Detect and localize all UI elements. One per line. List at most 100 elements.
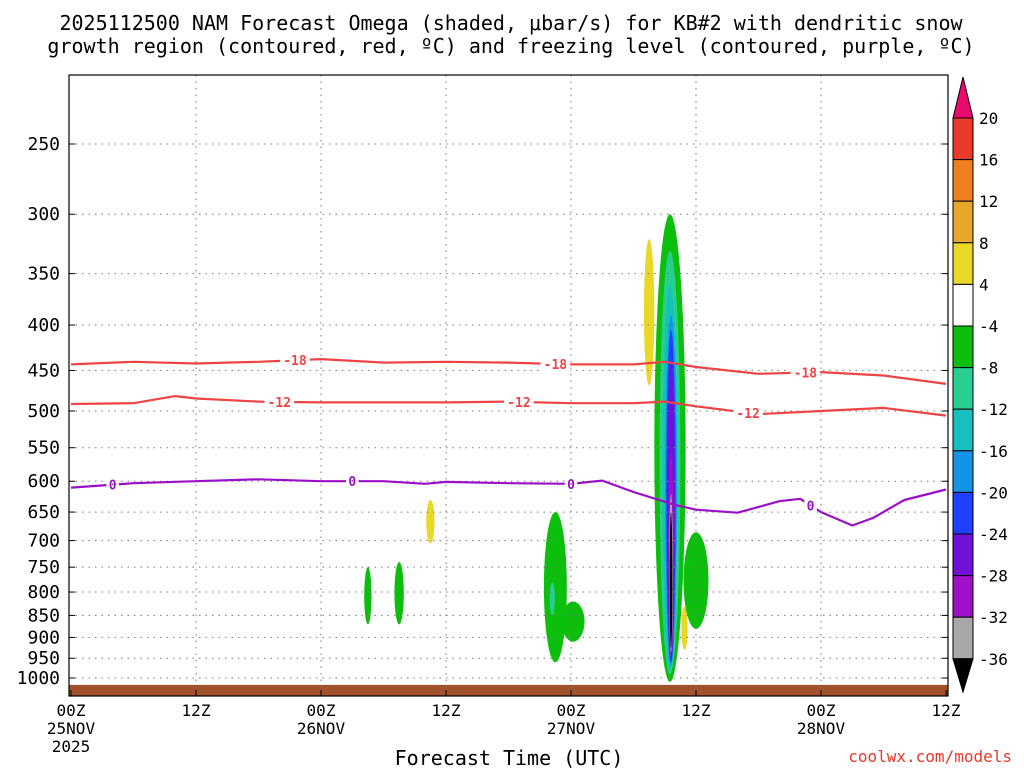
contour-label-bg-2-0 xyxy=(106,477,119,492)
colorbar-label-2: 12 xyxy=(979,192,998,211)
colorbar-segment-11 xyxy=(952,533,974,577)
contour-label-0-2: -18 xyxy=(794,367,818,382)
colorbar-segment-8 xyxy=(952,408,974,452)
colorbar-segment-9 xyxy=(952,450,974,493)
y-tick-label-5: 500 xyxy=(27,401,60,422)
terrain-layer xyxy=(69,684,948,696)
x-tick-label-0: 00Z xyxy=(57,701,86,720)
x-tick-label-4: 00Z xyxy=(557,701,586,720)
colorbar-top-arrow xyxy=(952,76,974,119)
contour-label-1-0: -12 xyxy=(268,396,291,411)
x-tick-date-6: 28NOV xyxy=(797,719,846,738)
contour-label-bg-0-1 xyxy=(540,356,571,371)
colorbar-segment-1 xyxy=(952,117,974,161)
y-tick-label-4: 450 xyxy=(27,360,60,381)
y-tick-label-7: 600 xyxy=(27,471,60,492)
y-tick-label-9: 700 xyxy=(27,531,60,552)
y-tick-label-14: 950 xyxy=(27,648,60,669)
colorbar-bottom-arrow xyxy=(952,658,974,694)
contour-layer: -18 -18 -18 -12 -12 -12 0 0 0 0 xyxy=(70,353,947,527)
chart-title-line-2: growth region (contoured, red, ºC) and f… xyxy=(47,34,974,58)
x-tick-label-2: 00Z xyxy=(307,701,336,720)
y-tick-label-1: 300 xyxy=(27,204,60,225)
y-tick-label-11: 800 xyxy=(27,582,60,603)
omega-region-11 xyxy=(669,512,673,648)
contour-line-0 xyxy=(70,358,947,385)
colorbar-segment-13 xyxy=(952,616,974,660)
colorbar-segment-4 xyxy=(952,242,974,285)
colorbar-label-8: -16 xyxy=(979,442,1008,461)
y-tick-label-2: 350 xyxy=(27,264,60,285)
colorbar-segment-2 xyxy=(952,159,974,202)
omega-colorbar: 20 16 12 8 4 -4 -8 -12 -16 -20 -24 -28 -32 -36 xyxy=(952,76,1008,694)
contour-label-bg-2-1 xyxy=(346,474,359,489)
omega-region-0 xyxy=(643,239,655,386)
x-tick-label-6: 00Z xyxy=(807,701,836,720)
contour-label-bg-1-2 xyxy=(733,405,763,420)
contour-label-2-3: 0 xyxy=(807,499,815,514)
x-tick-label-5: 12Z xyxy=(682,701,711,720)
contour-label-1-1: -12 xyxy=(507,396,530,411)
y-tick-label-8: 650 xyxy=(27,502,60,523)
omega-shading-layer xyxy=(364,214,709,682)
contour-label-2-2: 0 xyxy=(567,478,575,493)
chart-title-line-1: 2025112500 NAM Forecast Omega (shaded, μ… xyxy=(59,11,963,35)
x-tick-label-7: 12Z xyxy=(932,701,961,720)
colorbar-label-6: -8 xyxy=(979,359,998,378)
contour-label-bg-0-2 xyxy=(790,365,821,380)
contour-label-0-0: -18 xyxy=(283,354,307,369)
omega-region-15 xyxy=(549,582,555,616)
omega-region-2 xyxy=(681,606,688,651)
contour-label-bg-2-3 xyxy=(804,498,817,513)
omega-region-13 xyxy=(543,512,567,663)
y-tick-label-0: 250 xyxy=(27,134,60,155)
colorbar-label-3: 8 xyxy=(979,234,989,253)
omega-region-12 xyxy=(683,532,709,629)
y-axis-pressure-ticks: 2503003504004505005506006507007508008509… xyxy=(17,134,948,689)
colorbar-label-10: -24 xyxy=(979,525,1008,544)
colorbar-segment-12 xyxy=(952,575,974,618)
colorbar-segment-7 xyxy=(952,367,974,410)
contour-label-2-0: 0 xyxy=(109,479,117,494)
colorbar-label-11: -28 xyxy=(979,567,1008,586)
colorbar-label-5: -4 xyxy=(979,317,998,336)
colorbar-label-13: -36 xyxy=(979,650,1008,669)
y-tick-label-6: 550 xyxy=(27,438,60,459)
colorbar-segment-3 xyxy=(952,200,974,244)
omega-region-16 xyxy=(394,562,404,625)
omega-region-1 xyxy=(426,500,435,544)
colorbar-label-9: -20 xyxy=(979,483,1008,502)
contour-label-2-1: 0 xyxy=(348,475,356,490)
y-tick-label-15: 1000 xyxy=(17,668,60,689)
contour-label-bg-0-0 xyxy=(280,353,310,368)
colorbar-label-12: -32 xyxy=(979,608,1008,627)
plot-frame xyxy=(68,74,949,697)
colorbar-label-7: -12 xyxy=(979,400,1008,419)
y-tick-label-13: 900 xyxy=(27,627,60,648)
grid-layer xyxy=(69,75,948,696)
omega-region-14 xyxy=(561,601,585,642)
y-tick-label-12: 850 xyxy=(27,605,60,626)
contour-label-bg-1-0 xyxy=(264,394,295,409)
contour-label-0-1: -18 xyxy=(544,358,568,373)
credit-link[interactable]: coolwx.com/models xyxy=(848,747,1012,766)
omega-region-17 xyxy=(364,567,372,625)
x-tick-label-1: 12Z xyxy=(182,701,211,720)
colorbar-segment-5 xyxy=(952,283,974,327)
colorbar-segment-6 xyxy=(952,325,974,369)
contour-line-2 xyxy=(70,478,947,527)
contour-label-1-2: -12 xyxy=(736,407,759,422)
y-tick-label-3: 400 xyxy=(27,315,60,336)
colorbar-label-1: 16 xyxy=(979,151,998,170)
x-tick-year-0: 2025 xyxy=(52,737,91,756)
x-axis-label: Forecast Time (UTC) xyxy=(395,746,624,768)
colorbar-label-4: 4 xyxy=(979,275,989,294)
contour-label-bg-1-1 xyxy=(504,394,534,409)
terrain-fill xyxy=(69,684,948,696)
colorbar-label-0: 20 xyxy=(979,109,998,128)
x-tick-date-4: 27NOV xyxy=(547,719,596,738)
x-tick-date-2: 26NOV xyxy=(297,719,346,738)
y-tick-label-10: 750 xyxy=(27,557,60,578)
